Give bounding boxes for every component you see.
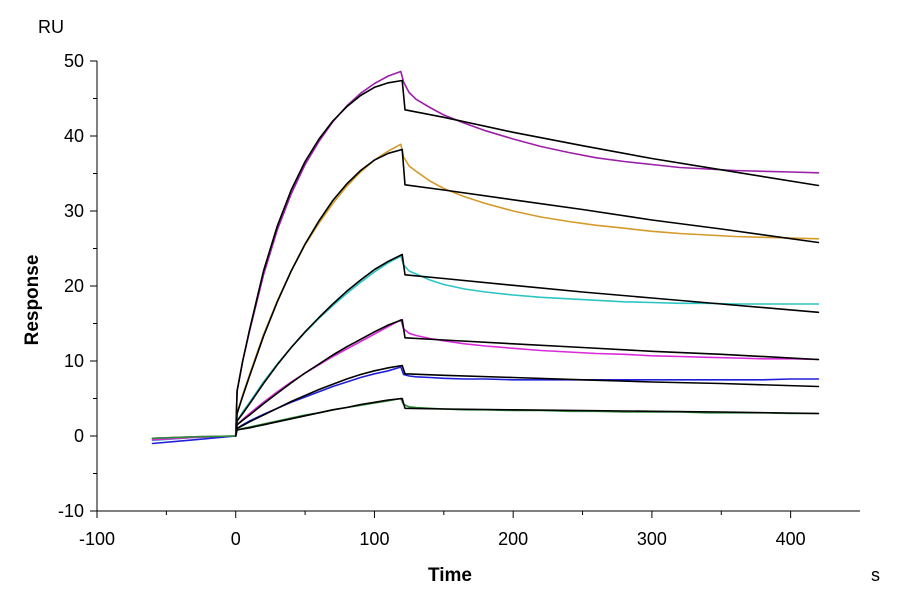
series-line-curve-1-fit (234, 79, 820, 437)
x-unit-label: s (871, 565, 880, 585)
y-tick-label: 50 (64, 51, 84, 71)
y-axis-title: Response (22, 255, 43, 346)
x-tick-label: 300 (637, 529, 667, 549)
series-layer (151, 70, 820, 445)
y-tick-label: 30 (64, 201, 84, 221)
series-line-curve-5-measured (151, 366, 820, 445)
y-tick-label: 20 (64, 276, 84, 296)
series-line-curve-2-fit (234, 148, 820, 437)
x-tick-label: 0 (231, 529, 241, 549)
series-line-curve-4-measured (151, 318, 820, 441)
x-axis-ticks: -100 0 100 200 300 400 (79, 511, 806, 549)
y-tick-label: 10 (64, 351, 84, 371)
x-tick-label: 400 (776, 529, 806, 549)
series-line-curve-6-fit (234, 397, 820, 437)
y-tick-label: 40 (64, 126, 84, 146)
y-tick-label: 0 (74, 426, 84, 446)
series-line-curve-3-measured (151, 255, 820, 442)
x-tick-label: -100 (79, 529, 115, 549)
series-line-curve-4-fit (234, 318, 820, 437)
series-line-curve-3-fit (234, 253, 820, 437)
y-unit-label: RU (38, 17, 64, 37)
series-line-curve-6-measured (151, 397, 820, 440)
x-tick-label: 200 (498, 529, 528, 549)
x-axis-title: Time (428, 565, 472, 586)
y-axis-ticks: -10 0 10 20 30 40 50 (58, 51, 97, 521)
y-tick-label: -10 (58, 501, 84, 521)
series-line-curve-5-fit (234, 364, 820, 437)
x-tick-label: 100 (359, 529, 389, 549)
